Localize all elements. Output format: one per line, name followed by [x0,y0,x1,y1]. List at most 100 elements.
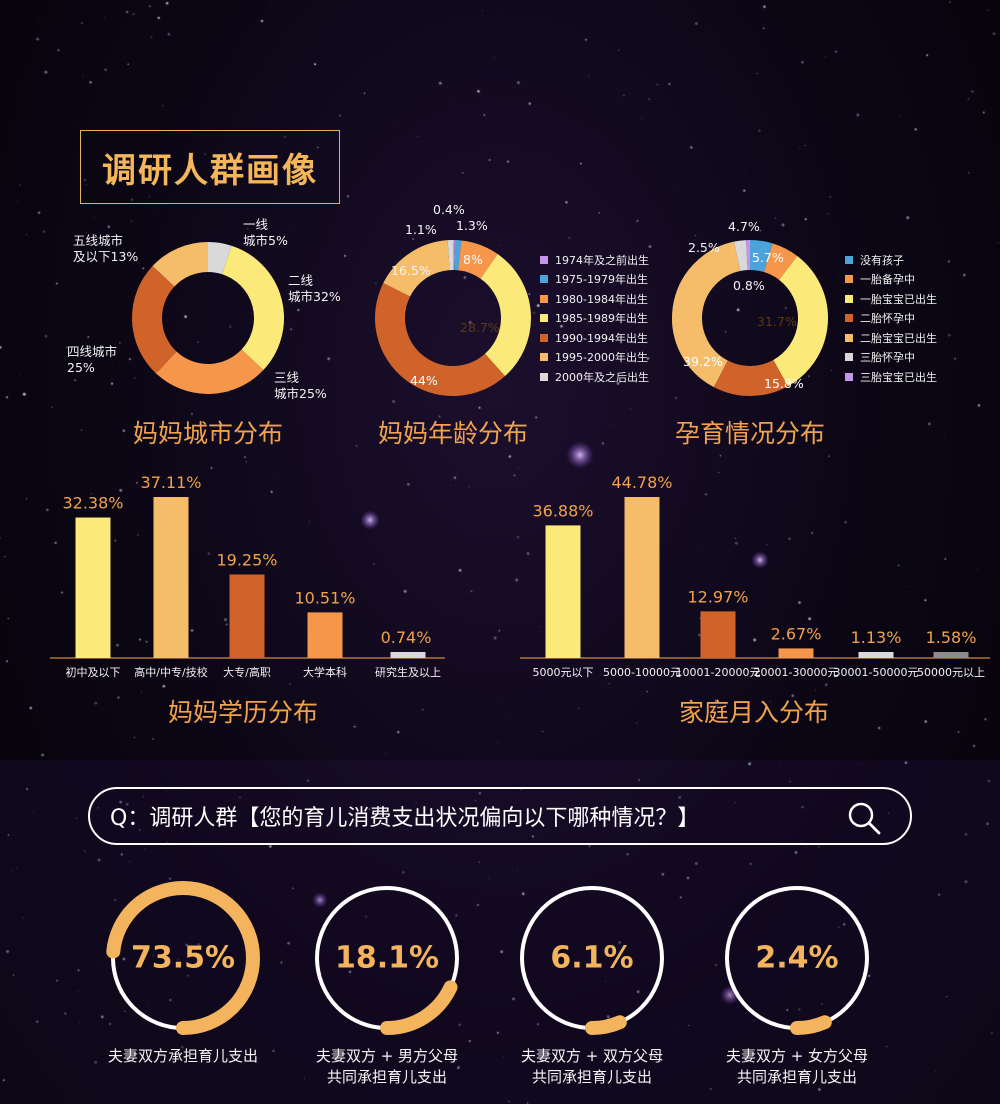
income-bar-5 [933,652,969,658]
question-bar: Q：调研人群【您的育儿消费支出状况偏向以下哪种情况？】 [88,787,912,845]
city-slice-0 [207,242,232,275]
legend-swatch [845,372,853,381]
pregnancy-slice-label-2: 31.7% [757,314,797,329]
ring-caption-1: 夫妻双方 + 男方父母 共同承担育儿支出 [315,1047,459,1086]
income-value-label-3: 2.67% [771,624,822,643]
legend-swatch [845,255,853,264]
pregnancy-slice-label-4: 39.2% [683,354,723,369]
age-legend-item: 1980-1984年出生 [540,289,649,309]
legend-label: 1990-1994年出生 [555,331,648,345]
legend-label: 1995-2000年出生 [555,351,648,365]
section-divider-background [0,760,1000,1104]
city-slice-1 [221,245,284,371]
ring-value-3: 2.4% [755,940,839,976]
pregnancy-legend-item: 三胎怀孕中 [845,348,937,368]
legend-label: 2000年及之后出生 [555,370,649,384]
income-category-label-2: 10001-20000元 [676,666,761,679]
education-bar-4 [390,652,426,658]
age-legend: 1974年及之前出生 1975-1979年出生 1980-1984年出生 1985-1… [540,250,649,387]
question-text: Q：调研人群【您的育儿消费支出状况偏向以下哪种情况？】 [110,806,700,831]
city-slice-label-0: 一线 城市5% [243,217,288,248]
education-category-label-0: 初中及以下 [66,665,121,679]
age-legend-item: 1985-1989年出生 [540,309,649,329]
city-slice-label-4: 五线城市 及以下13% [73,233,139,264]
legend-swatch [540,294,548,303]
income-value-label-5: 1.58% [926,628,977,647]
pregnancy-legend-item: 二胎怀孕中 [845,309,937,329]
education-value-label-3: 10.51% [294,588,355,607]
legend-label: 一胎宝宝已出生 [860,292,937,306]
age-slice-label-4: 44% [410,373,438,388]
income-category-label-3: 20001-30000元 [754,666,839,679]
pregnancy-slice-5 [734,240,748,272]
progress-rings [106,881,874,1035]
city-slice-2 [155,348,264,394]
income-category-label-0: 5000元以下 [533,666,594,679]
education-value-label-4: 0.74% [381,628,432,647]
pregnancy-slice-3 [713,359,788,396]
city-slice-label-3: 四线城市 25% [67,344,118,375]
income-chart-title: 家庭月入分布 [678,698,830,727]
education-category-label-4: 研究生及以上 [375,665,441,679]
ring-progress-2 [515,881,669,1035]
education-bar-2 [229,574,265,658]
age-slice-4 [375,283,505,396]
age-legend-item: 2000年及之后出生 [540,367,649,387]
age-legend-item: 1995-2000年出生 [540,348,649,368]
pregnancy-slice-label-6: 0.8% [733,278,765,293]
ring-progress-0 [106,881,260,1035]
legend-swatch [845,275,853,284]
age-slice-label-2: 8% [463,252,483,267]
income-bar-4 [858,652,894,658]
age-legend-item: 1990-1994年出生 [540,328,649,348]
city-slice-3 [132,265,178,374]
legend-label: 三胎宝宝已出生 [860,370,937,384]
legend-label: 三胎怀孕中 [860,351,915,365]
income-value-label-4: 1.13% [851,628,902,647]
city-slice-label-2: 三线 城市25% [274,370,327,401]
ring-value-2: 6.1% [550,940,634,976]
education-category-label-3: 大学本科 [303,665,347,679]
pregnancy-slice-label-1: 5.7% [752,250,784,265]
donut-charts [132,239,828,396]
legend-swatch [540,333,548,342]
search-icon[interactable] [846,800,882,836]
income-value-label-2: 12.97% [687,587,748,606]
income-bar-2 [700,611,736,658]
legend-label: 1975-1979年出生 [555,273,648,287]
page-title: 调研人群画像 [80,130,340,204]
pregnancy-slice-4 [672,241,741,388]
legend-label: 1985-1989年出生 [555,312,648,326]
pregnancy-legend-item: 二胎宝宝已出生 [845,328,937,348]
age-slice-label-1: 1.3% [456,218,488,233]
city-slice-4 [152,242,209,288]
education-value-label-2: 19.25% [216,550,277,569]
income-category-label-4: 30001-50000元 [834,666,919,679]
education-value-label-0: 32.38% [62,494,123,513]
legend-swatch [845,294,853,303]
education-value-label-1: 37.11% [140,473,201,492]
bar-charts: 32.38% 初中及以下 37.11% 高中/中专/技校 19.25% 大专/高职 10.5… [50,473,990,679]
legend-label: 一胎备孕中 [860,273,915,287]
pregnancy-slice-label-3: 15.8% [764,376,804,391]
legend-label: 1974年及之前出生 [555,253,649,267]
legend-label: 二胎宝宝已出生 [860,331,937,345]
legend-swatch [845,333,853,342]
pregnancy-slice-label-0: 4.7% [728,219,760,234]
city-chart-title: 妈妈城市分布 [132,419,284,448]
legend-swatch [540,314,548,323]
income-category-label-5: 50000元以上 [917,666,985,679]
income-category-label-1: 5000-10000元 [603,666,681,679]
age-slice-label-3: 28.7% [460,320,500,335]
pregnancy-slice-2 [772,255,828,387]
education-bar-0 [75,517,111,658]
education-category-label-1: 高中/中专/技校 [134,665,207,679]
city-slice-label-1: 二线 城市32% [288,273,341,304]
ring-caption-2: 夫妻双方 + 双方父母 共同承担育儿支出 [520,1047,664,1086]
pregnancy-legend-item: 一胎备孕中 [845,270,937,290]
age-slice-3 [479,254,531,377]
legend-swatch [540,353,548,362]
pregnancy-slice-label-5: 2.5% [688,240,720,255]
legend-swatch [540,255,548,264]
age-slice-label-5: 16.5% [391,263,431,278]
